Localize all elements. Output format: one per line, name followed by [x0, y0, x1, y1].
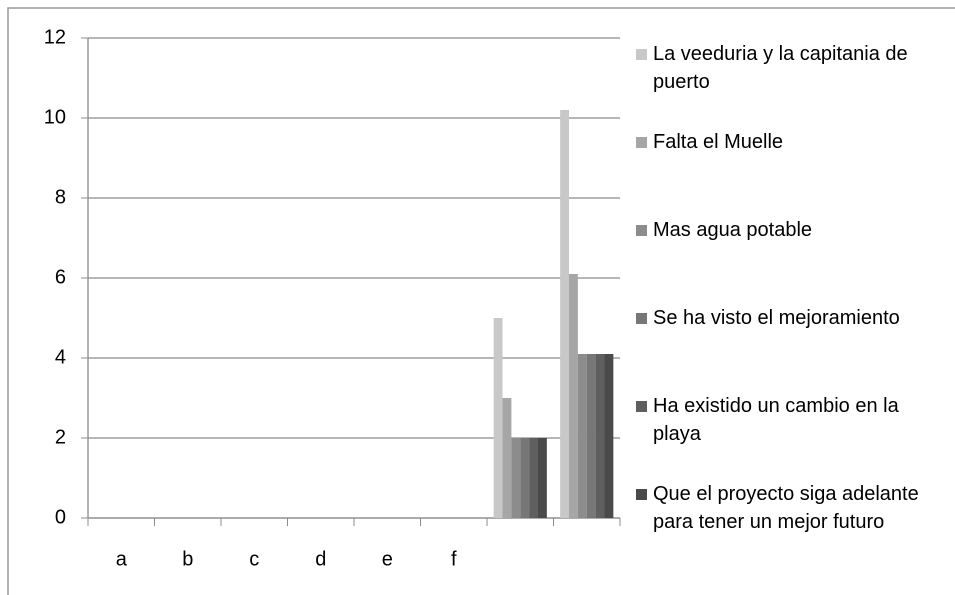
bar: [560, 110, 570, 518]
bar: [493, 318, 503, 518]
frame: [7, 7, 955, 595]
bar: [604, 354, 614, 518]
legend-item: Mas agua potable: [636, 216, 951, 244]
legend-item: Ha existido un cambio en la playa: [636, 392, 951, 448]
legend-label: Ha existido un cambio en la playa: [653, 395, 899, 445]
legend-item: Que el proyecto siga adelante para tener…: [636, 480, 951, 536]
legend-item: La veeduria y la capitania de puerto: [636, 40, 951, 96]
legend-item: Se ha visto el mejoramiento: [636, 304, 951, 332]
bar: [520, 438, 530, 518]
bar: [511, 438, 521, 518]
legend-swatch: [636, 489, 647, 500]
bar: [502, 398, 512, 518]
legend-swatch: [636, 225, 647, 236]
legend-swatch: [636, 313, 647, 324]
y-tick-label: 6: [55, 266, 66, 288]
x-tick-label: c: [249, 548, 259, 570]
legend-label: Que el proyecto siga adelante para tener…: [653, 483, 919, 533]
bar: [569, 274, 578, 518]
x-tick-label: d: [315, 548, 326, 570]
bar: [577, 354, 587, 518]
bar: [595, 354, 605, 518]
legend-label: La veeduria y la capitania de puerto: [653, 43, 908, 93]
legend-swatch: [636, 49, 647, 60]
legend-swatch: [636, 137, 647, 148]
y-tick-label: 10: [44, 106, 66, 128]
legend-label: Mas agua potable: [653, 219, 813, 241]
legend-label: Falta el Muelle: [653, 131, 784, 153]
bar: [586, 354, 596, 518]
legend-item: Falta el Muelle: [636, 128, 951, 156]
x-tick-label: a: [116, 548, 128, 570]
y-tick-label: 4: [55, 346, 66, 368]
legend-label: Se ha visto el mejoramiento: [653, 307, 900, 329]
x-tick-label: f: [451, 548, 457, 570]
y-tick-label: 0: [55, 506, 66, 528]
bar: [529, 438, 538, 518]
y-tick-label: 2: [55, 426, 66, 448]
legend-swatch: [636, 401, 647, 412]
y-tick-label: 12: [44, 26, 66, 48]
x-tick-label: b: [182, 548, 193, 570]
x-tick-label: e: [382, 548, 393, 570]
bar: [537, 438, 547, 518]
y-tick-label: 8: [55, 186, 66, 208]
